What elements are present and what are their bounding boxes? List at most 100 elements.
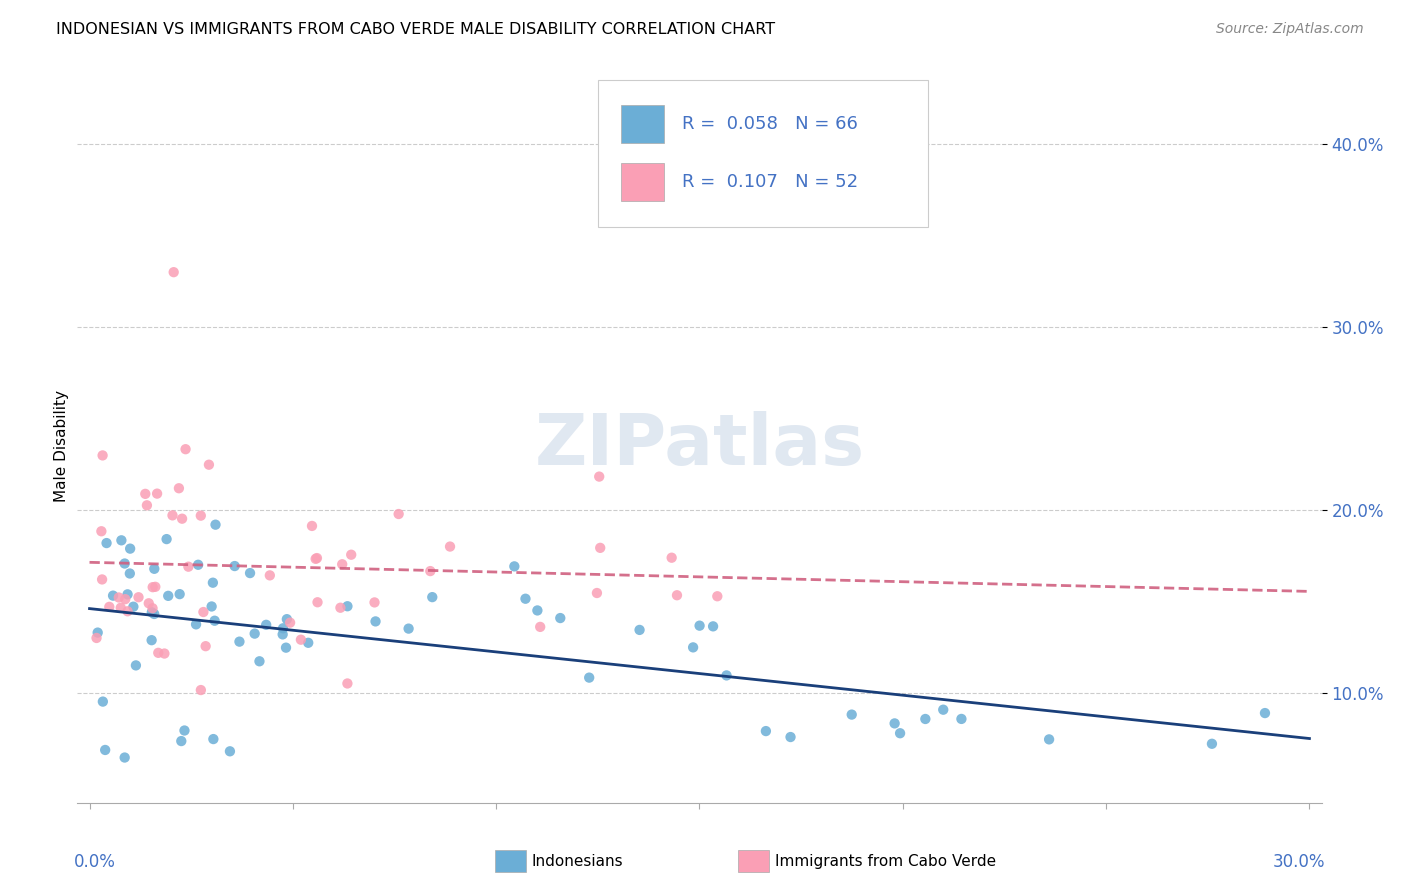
Point — [254, 617, 277, 632]
Point — [503, 559, 526, 574]
Point — [143, 607, 166, 621]
Point — [162, 508, 184, 523]
Point — [271, 621, 294, 635]
Point — [439, 540, 461, 554]
Point — [271, 627, 294, 641]
Point — [239, 566, 262, 580]
Point — [170, 734, 193, 748]
Point — [702, 619, 724, 633]
Point — [883, 716, 905, 731]
Point — [114, 557, 136, 571]
Text: R =  0.058   N = 66: R = 0.058 N = 66 — [682, 115, 858, 133]
Point — [1254, 706, 1277, 720]
Point — [141, 633, 163, 648]
Point — [661, 550, 683, 565]
Point — [86, 631, 108, 645]
Point — [91, 573, 114, 587]
Point — [841, 707, 863, 722]
Point — [94, 743, 117, 757]
Point — [363, 595, 385, 609]
Point — [143, 562, 166, 576]
Point — [141, 605, 163, 619]
Point — [107, 591, 129, 605]
Point — [204, 614, 226, 628]
Point — [932, 703, 955, 717]
Point — [91, 449, 114, 463]
Point — [278, 615, 301, 630]
Point — [243, 626, 266, 640]
Point — [201, 599, 224, 614]
Point — [146, 486, 169, 500]
Point — [135, 498, 157, 512]
Text: Indonesians: Indonesians — [531, 855, 623, 869]
Point — [114, 750, 136, 764]
Point — [155, 532, 177, 546]
Point — [336, 599, 359, 614]
Point — [301, 519, 323, 533]
Point — [148, 646, 170, 660]
Point — [110, 600, 132, 615]
Point — [120, 541, 142, 556]
Point — [143, 580, 166, 594]
Point — [364, 615, 387, 629]
Point — [515, 591, 537, 606]
Point — [174, 442, 197, 457]
Point — [305, 551, 328, 566]
Point — [163, 265, 186, 279]
Point — [190, 683, 212, 698]
Point — [219, 744, 242, 758]
Point — [142, 580, 165, 594]
Point — [98, 599, 121, 614]
Text: R =  0.107   N = 52: R = 0.107 N = 52 — [682, 173, 858, 191]
Point — [86, 625, 108, 640]
Point — [193, 605, 215, 619]
Point — [398, 622, 420, 636]
Point — [177, 559, 200, 574]
Point — [330, 558, 353, 572]
Point — [628, 623, 651, 637]
Point — [118, 566, 141, 581]
Point — [167, 481, 190, 495]
Point — [224, 559, 246, 574]
Point — [117, 587, 139, 601]
Text: Source: ZipAtlas.com: Source: ZipAtlas.com — [1216, 22, 1364, 37]
Point — [184, 617, 207, 632]
Point — [1038, 732, 1060, 747]
Point — [914, 712, 936, 726]
Point — [134, 487, 156, 501]
Y-axis label: Male Disability: Male Disability — [53, 390, 69, 502]
Point — [157, 589, 180, 603]
Point — [297, 636, 319, 650]
Point — [336, 676, 359, 690]
Point — [138, 596, 160, 610]
Point — [172, 511, 194, 525]
Point — [173, 723, 195, 738]
Point — [228, 634, 250, 648]
Point — [388, 507, 411, 521]
Point — [589, 541, 612, 555]
Point — [153, 647, 176, 661]
Point — [122, 599, 145, 614]
Point — [340, 548, 363, 562]
Point — [419, 564, 441, 578]
Point — [290, 632, 312, 647]
Point — [101, 589, 124, 603]
Point — [128, 591, 150, 605]
Point — [194, 639, 217, 653]
Point — [755, 724, 778, 739]
Point — [588, 469, 610, 483]
Point — [187, 558, 209, 572]
Point — [586, 586, 609, 600]
Point — [204, 517, 226, 532]
Point — [96, 536, 118, 550]
Point — [420, 590, 443, 604]
Point — [889, 726, 911, 740]
Point — [1201, 737, 1223, 751]
Text: 0.0%: 0.0% — [73, 853, 115, 871]
Point — [716, 668, 738, 682]
Point — [548, 611, 571, 625]
Point — [110, 533, 132, 548]
Text: 30.0%: 30.0% — [1272, 853, 1326, 871]
Point — [578, 671, 600, 685]
Point — [190, 508, 212, 523]
